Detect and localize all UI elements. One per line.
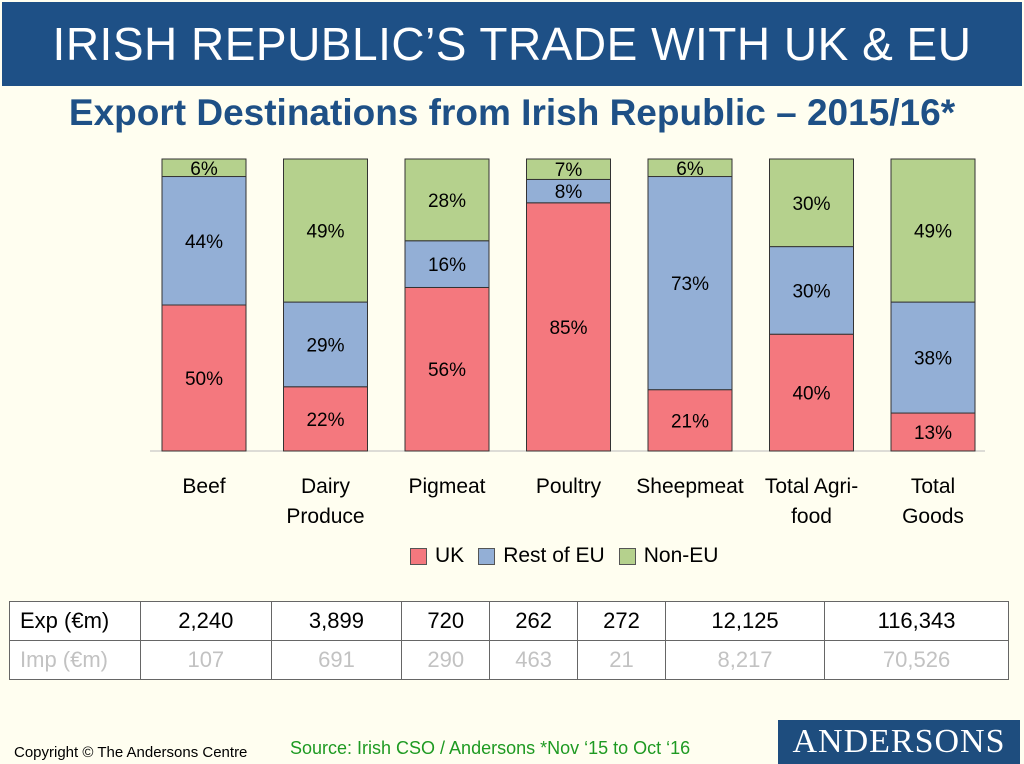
data-label: 50% bbox=[185, 369, 223, 390]
legend-label-rest-of-eu: Rest of EU bbox=[503, 544, 605, 567]
legend-item-rest-of-eu: Rest of EU bbox=[478, 544, 605, 568]
data-label: 30% bbox=[792, 281, 830, 302]
bar-segment-non-eu-3 bbox=[526, 158, 611, 180]
bar-segment-uk-1 bbox=[283, 386, 368, 452]
chart-legend: UK Rest of EU Non-EU bbox=[410, 544, 718, 568]
bar-segment-uk-2 bbox=[404, 286, 490, 452]
legend-swatch-rest-of-eu bbox=[478, 547, 496, 565]
data-label: 8% bbox=[555, 182, 583, 203]
bar-segment-rest-of-eu-1 bbox=[283, 301, 368, 388]
category-label: Dairy bbox=[301, 475, 351, 498]
bar-segment-rest-of-eu-6 bbox=[890, 301, 976, 414]
data-label: 21% bbox=[671, 411, 709, 432]
data-label: 38% bbox=[914, 349, 952, 370]
table-cell: 720 bbox=[401, 601, 491, 641]
category-label: Produce bbox=[286, 505, 364, 528]
data-label: 6% bbox=[676, 159, 704, 180]
bar-segment-rest-of-eu-2 bbox=[404, 240, 490, 288]
legend-swatch-non-eu bbox=[618, 547, 636, 565]
category-label: Pigmeat bbox=[408, 475, 485, 498]
category-label: Poultry bbox=[536, 475, 602, 498]
data-label: 13% bbox=[914, 423, 952, 444]
category-label: food bbox=[791, 505, 832, 528]
data-label: 73% bbox=[671, 274, 709, 295]
bar-segment-non-eu-6 bbox=[890, 158, 976, 303]
legend-item-non-eu: Non-EU bbox=[618, 544, 719, 568]
table-cell: 116,343 bbox=[824, 601, 1009, 641]
data-label: 28% bbox=[428, 191, 466, 212]
table-cell: 21 bbox=[577, 640, 666, 680]
category-label: Goods bbox=[902, 505, 964, 528]
table-cell: 290 bbox=[401, 640, 491, 680]
row-label-exports: Exp (€m) bbox=[9, 601, 141, 641]
data-label: 49% bbox=[306, 222, 344, 243]
title-bar: IRISH REPUBLIC’S TRADE WITH UK & EU bbox=[2, 2, 1022, 86]
source-note: Source: Irish CSO / Andersons *Nov ‘15 t… bbox=[290, 738, 691, 758]
table-cell: 3,899 bbox=[270, 601, 403, 641]
bar-segment-uk-3 bbox=[526, 202, 611, 452]
data-label: 30% bbox=[792, 194, 830, 215]
legend-label-non-eu: Non-EU bbox=[643, 544, 719, 567]
data-label: 40% bbox=[792, 384, 830, 405]
data-label: 56% bbox=[428, 360, 466, 381]
category-label: Beef bbox=[182, 475, 225, 498]
stacked-bar-chart: 50% 44% 6% Beef 22% 29% 49% Dairy Produce 56% 16% 2… bbox=[150, 158, 985, 528]
row-label-imports: Imp (€m) bbox=[9, 640, 141, 680]
table-cell: 463 bbox=[489, 640, 579, 680]
bar-segment-rest-of-eu-5 bbox=[769, 246, 854, 335]
category-label: Sheepmeat bbox=[636, 475, 744, 498]
legend-swatch-uk bbox=[410, 547, 427, 565]
bar-segment-non-eu-1 bbox=[283, 158, 368, 303]
data-label: 85% bbox=[549, 318, 587, 339]
legend-item-uk: UK bbox=[410, 544, 464, 568]
bar-segment-non-eu-2 bbox=[404, 158, 490, 242]
bar-segment-rest-of-eu-0 bbox=[161, 176, 247, 306]
table-cell: 8,217 bbox=[664, 640, 826, 680]
andersons-logo: ANDERSONS bbox=[778, 720, 1020, 764]
table-cell: 12,125 bbox=[664, 601, 826, 641]
legend-label-uk: UK bbox=[435, 544, 465, 567]
table-cell: 70,526 bbox=[824, 640, 1009, 680]
copyright-notice: Copyright © The Andersons Centre bbox=[14, 744, 248, 761]
data-label: 29% bbox=[306, 335, 344, 356]
data-label: 49% bbox=[914, 222, 952, 243]
table-row-exports: Exp (€m) 2,240 3,899 720 262 272 12,125 … bbox=[9, 601, 1009, 641]
category-label: Total bbox=[911, 475, 955, 498]
chart-subtitle: Export Destinations from Irish Republic … bbox=[68, 92, 956, 133]
table-cell: 272 bbox=[577, 601, 666, 641]
bar-segment-uk-4 bbox=[647, 389, 733, 452]
trade-value-table: Exp (€m) 2,240 3,899 720 262 272 12,125 … bbox=[9, 601, 1009, 680]
data-label: 16% bbox=[428, 255, 466, 276]
bar-segment-uk-5 bbox=[769, 333, 854, 452]
table-cell: 2,240 bbox=[140, 601, 272, 641]
data-label: 22% bbox=[306, 410, 344, 431]
table-cell: 262 bbox=[489, 601, 579, 641]
bar-segment-uk-6 bbox=[890, 412, 976, 452]
bar-segment-rest-of-eu-4 bbox=[647, 176, 733, 391]
table-cell: 107 bbox=[140, 640, 272, 680]
page-title: IRISH REPUBLIC’S TRADE WITH UK & EU bbox=[52, 18, 972, 70]
bar-segment-non-eu-4 bbox=[647, 158, 733, 178]
data-label: 44% bbox=[185, 232, 223, 253]
category-label: Total Agri- bbox=[765, 475, 858, 498]
table-row-imports: Imp (€m) 107 691 290 463 21 8,217 70,526 bbox=[9, 640, 1009, 680]
data-label: 7% bbox=[555, 160, 583, 181]
bar-segment-non-eu-5 bbox=[769, 158, 854, 248]
table-cell: 691 bbox=[270, 640, 403, 680]
data-label: 6% bbox=[190, 159, 218, 180]
bar-segment-non-eu-0 bbox=[161, 158, 247, 178]
